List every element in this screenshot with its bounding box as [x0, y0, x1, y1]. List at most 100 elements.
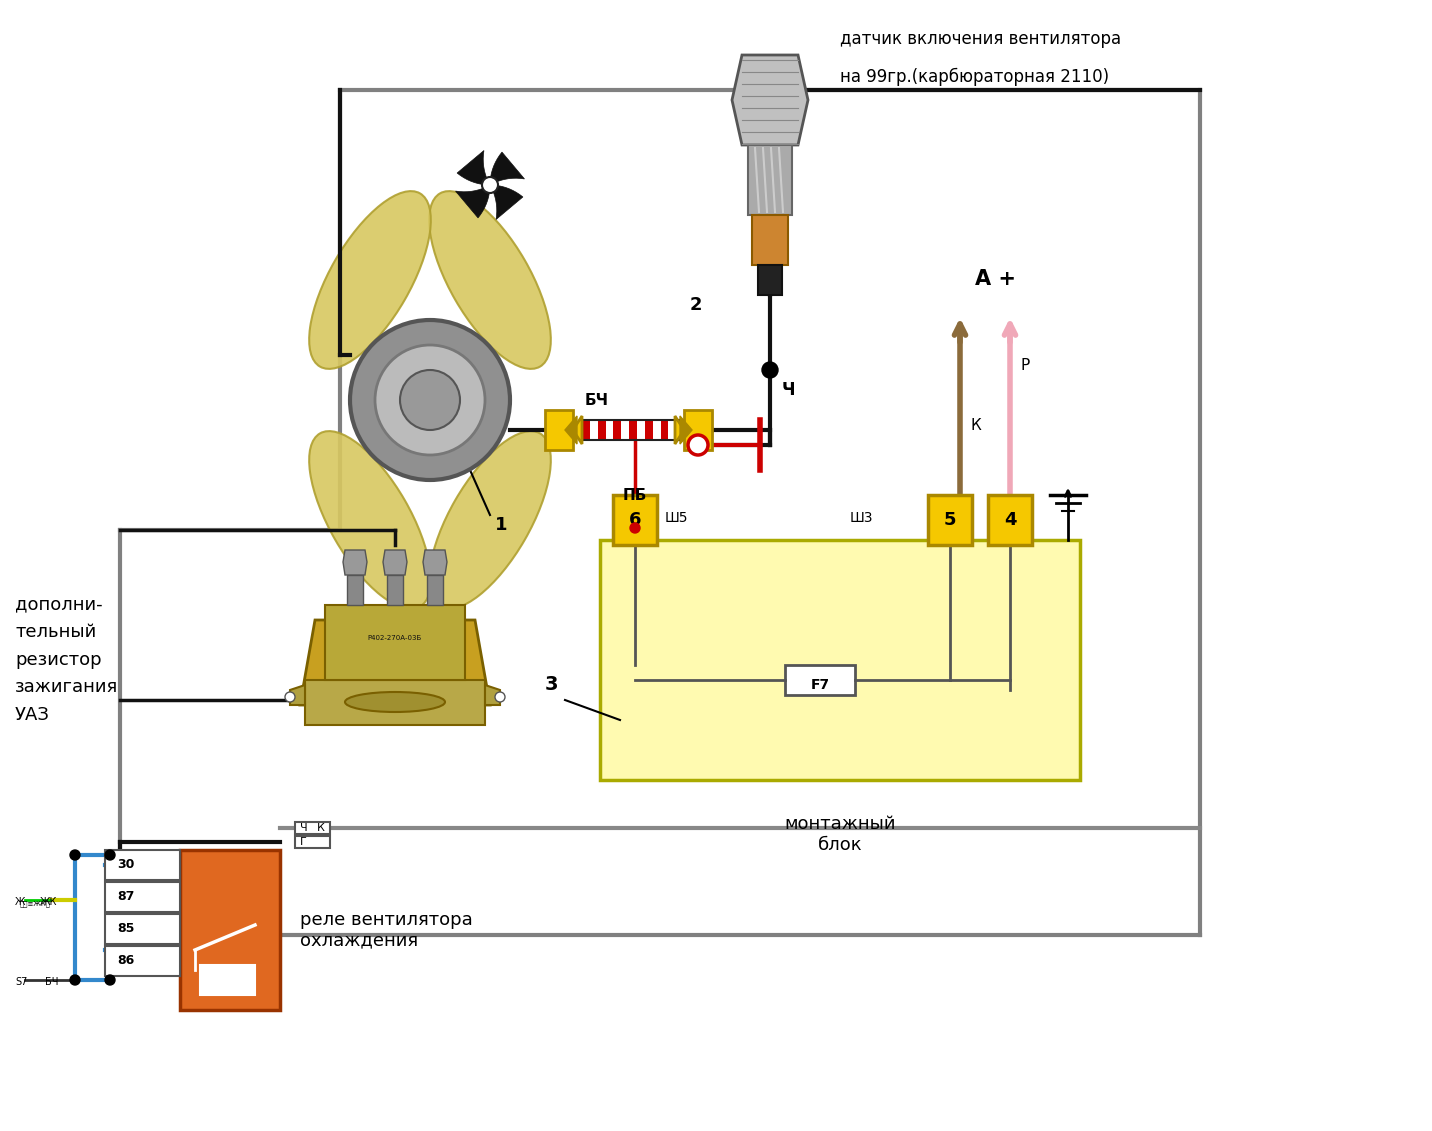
Bar [669, 420, 676, 440]
Bar [581, 420, 590, 440]
Polygon shape [291, 685, 305, 705]
Text: А +: А + [975, 269, 1015, 290]
Bar [295, 822, 329, 834]
Text: датчик включения вентилятора: датчик включения вентилятора [841, 31, 1121, 48]
Bar [105, 914, 180, 944]
Polygon shape [422, 550, 447, 575]
Text: 87: 87 [117, 890, 135, 904]
Text: БЧ: БЧ [586, 392, 609, 408]
Bar [295, 836, 329, 848]
Circle shape [285, 692, 295, 702]
Bar [200, 965, 255, 995]
Bar [180, 851, 281, 1010]
Text: 1: 1 [495, 516, 507, 534]
Circle shape [375, 345, 485, 455]
Text: Ж: Ж [14, 897, 26, 907]
Polygon shape [344, 550, 367, 575]
Circle shape [762, 362, 778, 378]
Polygon shape [457, 150, 490, 185]
Text: Ч: Ч [299, 823, 308, 834]
Text: Ш3: Ш3 [851, 511, 874, 525]
Circle shape [70, 851, 80, 860]
Ellipse shape [430, 191, 551, 369]
Bar [988, 495, 1032, 545]
Bar [928, 495, 972, 545]
Polygon shape [732, 55, 808, 145]
Polygon shape [382, 550, 407, 575]
Bar [105, 851, 180, 880]
Bar [546, 411, 573, 450]
Text: ЖК: ЖК [40, 897, 57, 907]
Bar [748, 145, 792, 215]
Bar [581, 420, 692, 440]
Polygon shape [573, 416, 581, 444]
Bar [684, 420, 692, 440]
Text: F7: F7 [811, 677, 829, 692]
Polygon shape [485, 685, 500, 705]
Bar [600, 539, 1080, 780]
Circle shape [105, 851, 115, 860]
Bar [785, 665, 855, 696]
Bar [105, 946, 180, 976]
Polygon shape [680, 416, 692, 444]
Bar [590, 420, 597, 440]
Bar [105, 882, 180, 912]
Text: Р402-270А-03Б: Р402-270А-03Б [368, 634, 422, 641]
Polygon shape [490, 152, 524, 185]
Text: 4: 4 [1004, 511, 1017, 529]
Bar [637, 420, 644, 440]
Polygon shape [299, 620, 490, 705]
Bar [629, 420, 637, 440]
Circle shape [349, 320, 510, 480]
Circle shape [687, 435, 707, 455]
Text: 86: 86 [117, 955, 135, 967]
Text: монтажный
блок: монтажный блок [785, 815, 896, 854]
Bar [347, 575, 362, 605]
Ellipse shape [309, 431, 431, 608]
Text: К: К [969, 418, 981, 433]
Text: 6: 6 [629, 511, 642, 529]
Polygon shape [566, 416, 577, 444]
Text: реле вентилятора
охлаждения: реле вентилятора охлаждения [299, 910, 473, 949]
Circle shape [70, 975, 80, 985]
Bar [613, 495, 657, 545]
Text: Р: Р [1020, 359, 1030, 373]
Polygon shape [455, 185, 490, 218]
Text: Г: Г [299, 837, 306, 847]
Bar [684, 411, 712, 450]
Bar [644, 420, 653, 440]
Bar [305, 680, 485, 725]
Text: 3: 3 [546, 675, 558, 694]
Bar [387, 575, 402, 605]
Text: Ч: Ч [782, 381, 796, 399]
Bar [653, 420, 660, 440]
Circle shape [483, 176, 498, 193]
Circle shape [400, 370, 460, 430]
Text: 2: 2 [690, 296, 703, 314]
Text: дополни-
тельный
резистор
зажигания
УАЗ: дополни- тельный резистор зажигания УАЗ [14, 595, 119, 724]
Bar [325, 605, 465, 680]
Text: на 99гр.(карбюраторная 2110): на 99гр.(карбюраторная 2110) [841, 68, 1110, 86]
Bar [676, 420, 684, 440]
Circle shape [495, 692, 505, 702]
Circle shape [630, 523, 640, 533]
Text: БЧ: БЧ [44, 977, 59, 987]
Ellipse shape [430, 431, 551, 608]
Text: ПБ: ПБ [623, 487, 647, 503]
Bar [427, 575, 442, 605]
Bar [597, 420, 606, 440]
Text: S7: S7 [14, 977, 27, 987]
Text: 30: 30 [117, 858, 135, 872]
Polygon shape [674, 416, 684, 444]
Bar [621, 420, 629, 440]
Bar [613, 420, 621, 440]
Circle shape [105, 975, 115, 985]
Polygon shape [490, 185, 523, 219]
Text: К: К [316, 823, 325, 834]
Text: 5: 5 [944, 511, 957, 529]
Ellipse shape [309, 191, 431, 369]
Bar [660, 420, 669, 440]
Text: 85: 85 [117, 923, 135, 935]
Text: Ш5: Ш5 [664, 511, 689, 525]
Bar [606, 420, 613, 440]
